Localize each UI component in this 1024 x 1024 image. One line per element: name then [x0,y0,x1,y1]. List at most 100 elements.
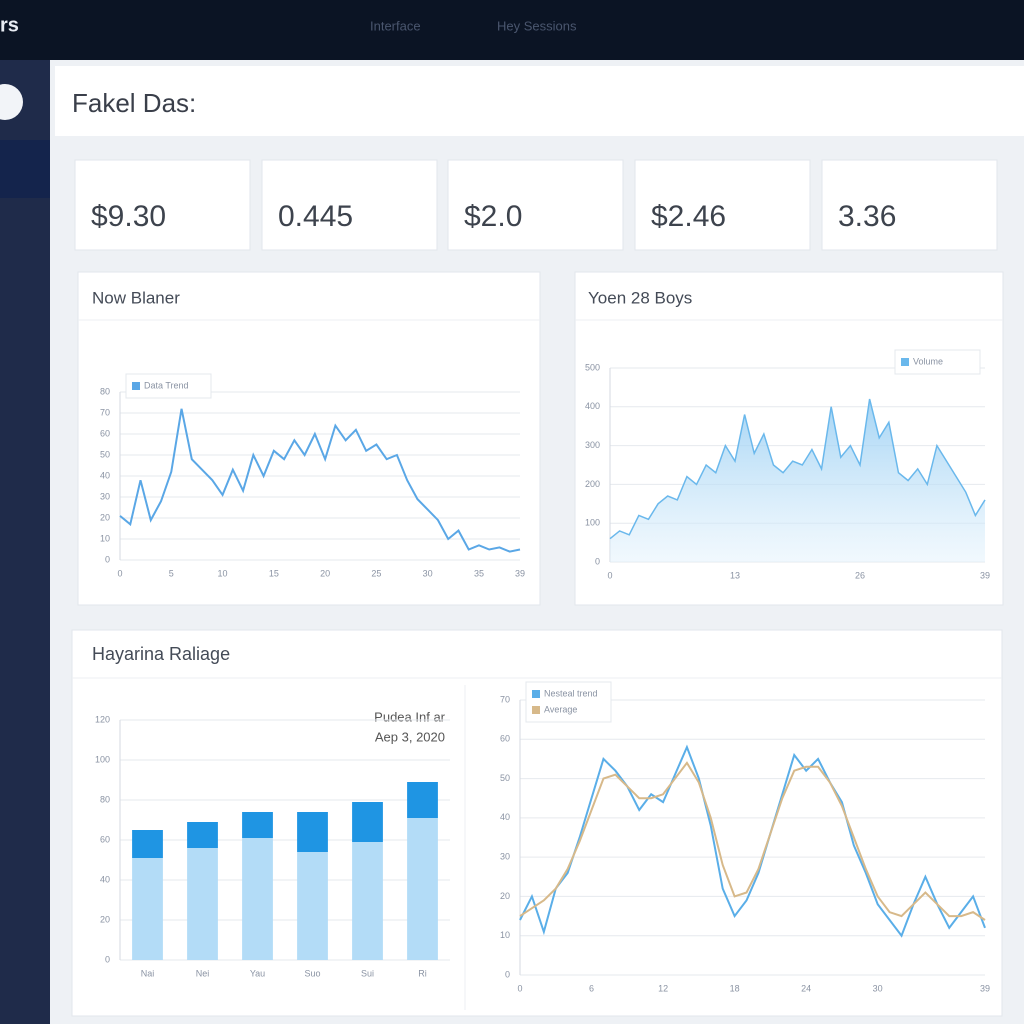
x-tick-label: 10 [218,568,228,578]
y-tick-label: 60 [100,428,110,438]
bar-segment [352,842,383,960]
legend-swatch [532,690,540,698]
y-tick-label: 20 [100,914,110,924]
bar-segment [242,838,273,960]
x-tick-label: Nei [196,968,210,978]
x-tick-label: 5 [169,568,174,578]
y-tick-label: 0 [595,556,600,566]
y-tick-label: 120 [95,714,110,724]
kpi-value: $9.30 [91,200,166,233]
bar-segment [352,802,383,842]
bar-segment [297,852,328,960]
x-tick-label: 24 [801,983,811,993]
kpi-value: $2.46 [651,200,726,233]
kpi-card [821,159,998,251]
x-tick-label: 6 [589,983,594,993]
bar-segment [297,812,328,852]
bar-segment [187,822,218,848]
legend-swatch [901,358,909,366]
card-title: Now Blaner [92,288,180,307]
area-fill [610,399,985,562]
kpi-value: $2.0 [464,200,522,233]
x-tick-label: 18 [730,983,740,993]
y-tick-label: 0 [505,969,510,979]
y-tick-label: 80 [100,794,110,804]
x-tick-label: Nai [141,968,155,978]
annotation: Pudea Inf ar [374,709,445,724]
area-line [609,398,986,540]
legend-label: Volume [913,356,943,366]
y-tick-label: 10 [500,930,510,940]
bar-segment [187,848,218,960]
topbar [0,0,1024,60]
x-tick-label: 35 [474,568,484,578]
x-tick-label: 30 [873,983,883,993]
y-tick-label: 100 [585,518,600,528]
line-series [119,408,521,553]
y-tick-label: 20 [100,512,110,522]
x-tick-label: 39 [515,568,525,578]
kpi-card [74,159,251,251]
line-series [519,744,986,938]
x-tick-label: 25 [371,568,381,578]
sidebar [0,60,50,1024]
x-tick-label: 15 [269,568,279,578]
y-tick-label: 70 [500,694,510,704]
x-tick-label: 39 [980,570,990,580]
avatar[interactable] [0,84,23,120]
y-tick-label: 10 [100,533,110,543]
x-tick-label: 12 [658,983,668,993]
bar-segment [407,782,438,818]
header [55,66,1024,136]
y-tick-label: 80 [100,386,110,396]
kpi-card [261,159,438,251]
legend-label: Average [544,704,577,714]
y-tick-label: 70 [100,407,110,417]
card [77,271,541,606]
legend [125,373,212,399]
x-tick-label: 26 [855,570,865,580]
y-tick-label: 200 [585,479,600,489]
y-tick-label: 100 [95,754,110,764]
x-tick-label: 20 [320,568,330,578]
y-tick-label: 40 [500,812,510,822]
nav-item[interactable]: Hey Sessions [497,18,577,33]
bar-segment [132,858,163,960]
bar-segment [132,830,163,858]
y-tick-label: 400 [585,401,600,411]
legend-label: Data Trend [144,380,189,390]
legend [894,349,981,375]
bar-segment [407,818,438,960]
x-tick-label: 0 [517,983,522,993]
y-tick-label: 60 [100,834,110,844]
y-tick-label: 30 [100,491,110,501]
brand: rs [0,14,19,36]
x-tick-label: Suo [304,968,320,978]
y-tick-label: 20 [500,891,510,901]
x-tick-label: Yau [250,968,265,978]
line-series [519,761,986,921]
x-tick-label: 39 [980,983,990,993]
y-tick-label: 0 [105,954,110,964]
x-tick-label: Ri [418,968,427,978]
y-tick-label: 0 [105,554,110,564]
legend-swatch [132,382,140,390]
kpi-value: 0.445 [278,200,353,233]
legend-swatch [532,706,540,714]
legend-label: Nesteal trend [544,688,598,698]
card-title: Hayarina Raliage [92,644,230,664]
x-tick-label: 0 [117,568,122,578]
y-tick-label: 60 [500,734,510,744]
y-tick-label: 500 [585,362,600,372]
y-tick-label: 40 [100,874,110,884]
legend [525,681,612,723]
sidebar-active[interactable] [0,140,50,198]
kpi-card [634,159,811,251]
x-tick-label: 0 [607,570,612,580]
y-tick-label: 30 [500,852,510,862]
nav-item[interactable]: Interface [370,18,421,33]
kpi-card [447,159,624,251]
x-tick-label: 13 [730,570,740,580]
page-title: Fakel Das: [72,88,196,118]
